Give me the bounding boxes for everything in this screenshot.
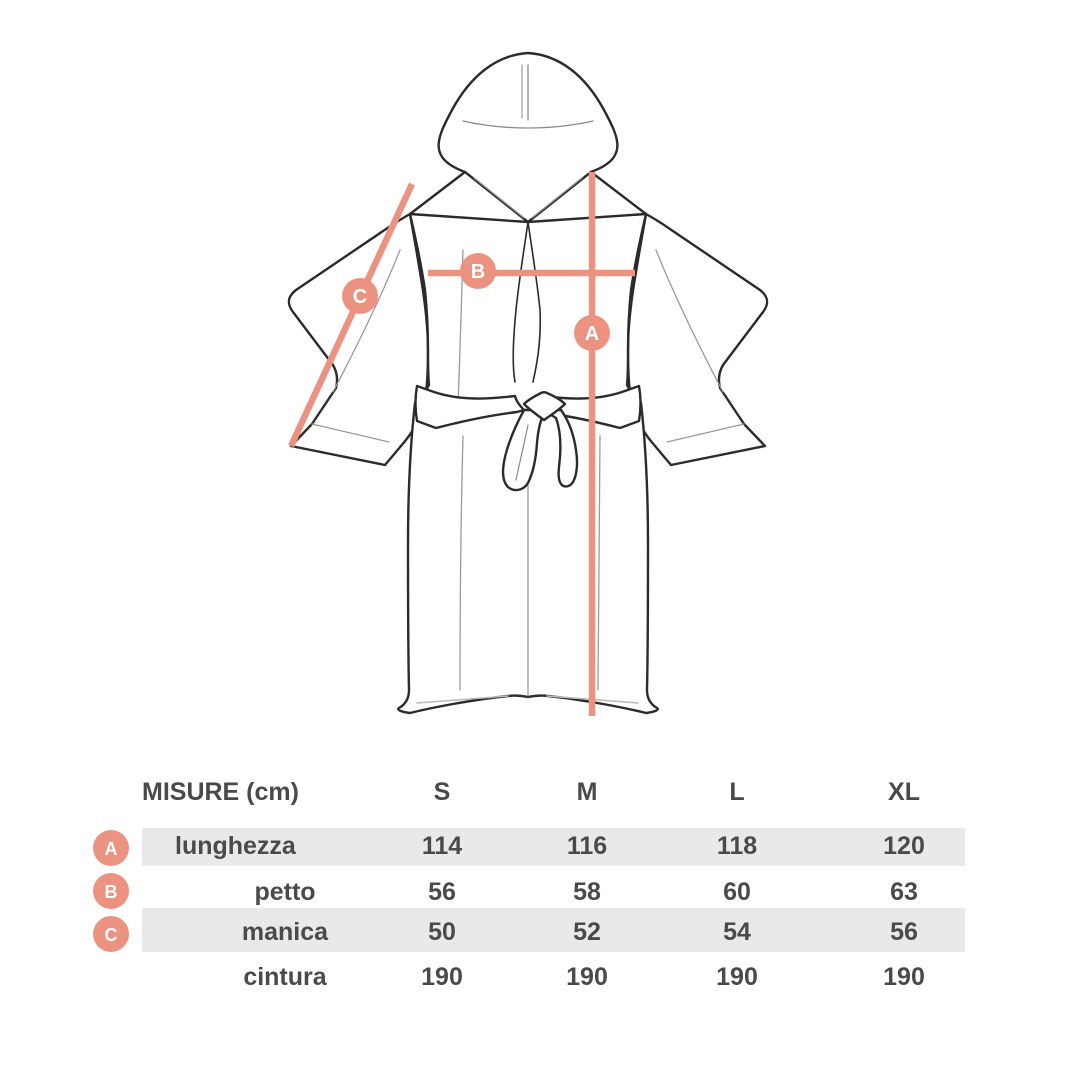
svg-text:C: C <box>105 925 118 945</box>
svg-text:B: B <box>105 882 118 902</box>
svg-text:A: A <box>105 839 118 859</box>
